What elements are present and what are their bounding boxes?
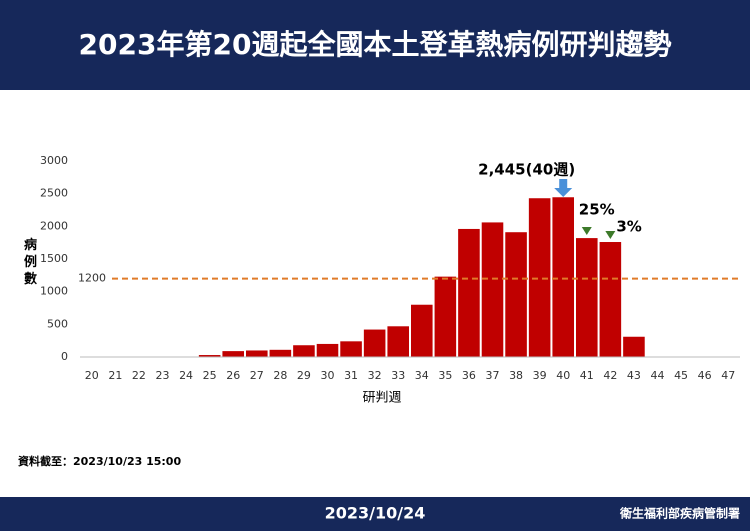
bar [387, 326, 409, 357]
bar [623, 336, 645, 357]
annotation: 3% [616, 218, 641, 236]
bar [434, 276, 457, 357]
annotation: 25% [579, 201, 615, 219]
data-note: 資料截至：2023/10/23 15:00 [18, 454, 181, 468]
header-bar [0, 0, 750, 90]
x-tick-label: 25 [203, 369, 217, 382]
bar [505, 232, 527, 357]
bar [411, 304, 433, 357]
bar [363, 329, 386, 357]
bar [599, 242, 622, 357]
footer-bar [0, 497, 750, 531]
y-tick-label: 3000 [40, 154, 68, 167]
bar [198, 355, 221, 357]
x-tick-label: 27 [250, 369, 264, 382]
y-tick-label: 2500 [40, 187, 68, 200]
title: 2023年第20週起全國本土登革熱病例研判趨勢 [79, 28, 672, 61]
x-tick-label: 22 [132, 369, 146, 382]
bar [481, 222, 504, 357]
x-tick-label: 35 [438, 369, 452, 382]
y-axis-label: 病例數 [24, 237, 37, 287]
x-axis-label: 研判週 [362, 391, 401, 406]
x-tick-label: 33 [391, 369, 405, 382]
y-tick-label: 1000 [40, 285, 68, 298]
x-tick-label: 41 [580, 369, 594, 382]
y-tick-label: 1500 [40, 252, 68, 265]
bar [293, 345, 315, 357]
x-tick-label: 36 [462, 369, 476, 382]
x-tick-label: 30 [321, 369, 335, 382]
bar [340, 341, 362, 357]
x-tick-label: 24 [179, 369, 193, 382]
x-tick-label: 47 [721, 369, 735, 382]
x-tick-label: 40 [556, 369, 570, 382]
x-tick-label: 28 [273, 369, 287, 382]
x-tick-label: 23 [156, 369, 170, 382]
bar [576, 238, 598, 357]
bar [552, 197, 574, 357]
x-tick-label: 31 [344, 369, 358, 382]
footer-date: 2023/10/24 [325, 504, 426, 523]
x-tick-label: 29 [297, 369, 311, 382]
bar [246, 350, 268, 357]
x-tick-label: 38 [509, 369, 523, 382]
y-tick-label: 2000 [40, 219, 68, 232]
bar [269, 349, 292, 357]
x-tick-label: 37 [486, 369, 500, 382]
x-tick-label: 39 [533, 369, 547, 382]
annotation: 2,445(40週) [478, 161, 575, 179]
x-tick-label: 21 [108, 369, 122, 382]
x-tick-label: 26 [226, 369, 240, 382]
x-tick-label: 46 [698, 369, 712, 382]
y-tick-label: 0 [61, 350, 68, 363]
bar [458, 228, 480, 357]
bar [528, 198, 551, 357]
x-tick-label: 43 [627, 369, 641, 382]
annotation-triangle [581, 227, 592, 235]
x-tick-label: 42 [603, 369, 617, 382]
annotation-triangle [605, 231, 616, 239]
y-tick-label: 500 [47, 317, 68, 330]
bar [222, 351, 244, 357]
x-tick-label: 32 [368, 369, 382, 382]
x-tick-label: 20 [85, 369, 99, 382]
x-tick-label: 34 [415, 369, 429, 382]
x-tick-label: 45 [674, 369, 688, 382]
annotation-arrow [554, 179, 573, 197]
bar [316, 343, 339, 357]
footer-org: 衛生福利部疾病管制署 [619, 506, 740, 521]
reference-label: 1200 [78, 272, 106, 285]
x-tick-label: 44 [651, 369, 665, 382]
